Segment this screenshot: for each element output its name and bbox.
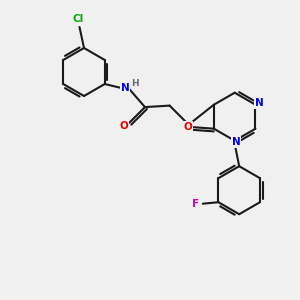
Text: S: S: [185, 123, 193, 133]
Text: N: N: [121, 83, 129, 93]
Text: N: N: [232, 137, 241, 147]
Text: H: H: [131, 79, 139, 88]
Text: O: O: [120, 121, 128, 131]
Text: O: O: [183, 122, 192, 132]
Text: Cl: Cl: [73, 14, 84, 25]
Text: N: N: [255, 98, 263, 108]
Text: F: F: [192, 199, 200, 209]
